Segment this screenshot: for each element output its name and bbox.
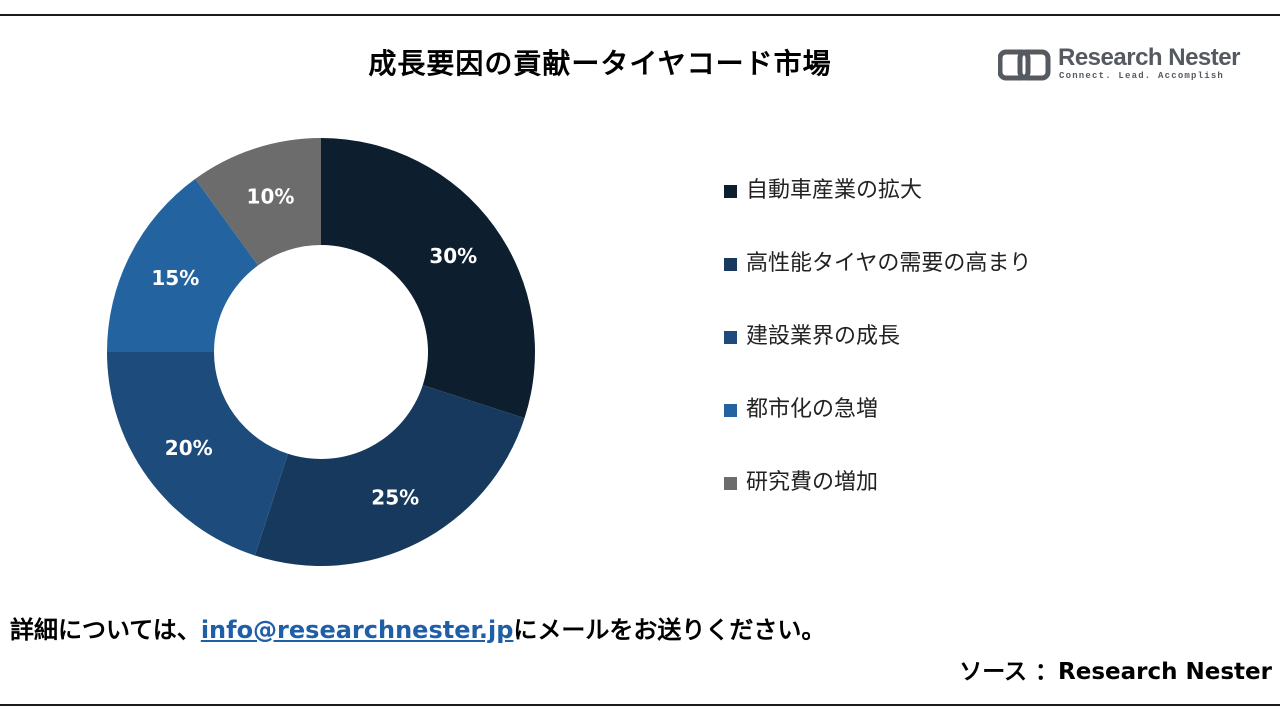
slice-label: 15% <box>151 266 199 290</box>
legend-label: 高性能タイヤの需要の高まり <box>746 251 1032 276</box>
donut-slice <box>321 138 535 419</box>
legend-label: 研究費の増加 <box>746 470 879 495</box>
legend-label: 都市化の急増 <box>746 397 879 422</box>
slice-label: 25% <box>371 486 419 510</box>
chart-title: 成長要因の貢献ータイヤコード市場 <box>368 47 832 80</box>
logo-tagline: Connect. Lead. Accomplish <box>1059 71 1225 81</box>
legend-swatch <box>724 331 737 344</box>
slice-label: 30% <box>429 244 477 268</box>
donut-chart: 30% 25% 20% 15% 10% <box>107 138 535 566</box>
slice-label: 20% <box>165 436 213 460</box>
legend-swatch <box>724 404 737 417</box>
legend-swatch <box>724 258 737 271</box>
email-link[interactable]: info@researchnester.jp <box>200 616 514 644</box>
contact-suffix: にメールをお送りください。 <box>513 616 826 644</box>
legend-swatch <box>724 477 737 490</box>
donut-slice <box>107 352 288 556</box>
legend-label: 自動車産業の拡大 <box>746 178 923 203</box>
bottom-rule <box>0 704 1280 706</box>
donut-slice <box>107 178 259 352</box>
donut-slice <box>195 138 321 266</box>
legend-label: 建設業界の成長 <box>746 324 901 349</box>
research-nester-logo-icon <box>998 49 1051 81</box>
contact-prefix: 詳細については、 <box>10 616 201 644</box>
legend-swatch <box>724 185 737 198</box>
logo-name: Research Nester <box>1058 44 1240 71</box>
source-note: ソース ：Research Nester <box>959 659 1272 685</box>
slice-label: 10% <box>247 185 295 209</box>
top-rule <box>0 14 1280 16</box>
contact-note: 詳細については、info@researchnester.jpにメールをお送りくだ… <box>10 610 825 645</box>
donut-slice <box>254 385 525 566</box>
logo: Research Nester Connect. Lead. Accomplis… <box>998 44 1240 86</box>
